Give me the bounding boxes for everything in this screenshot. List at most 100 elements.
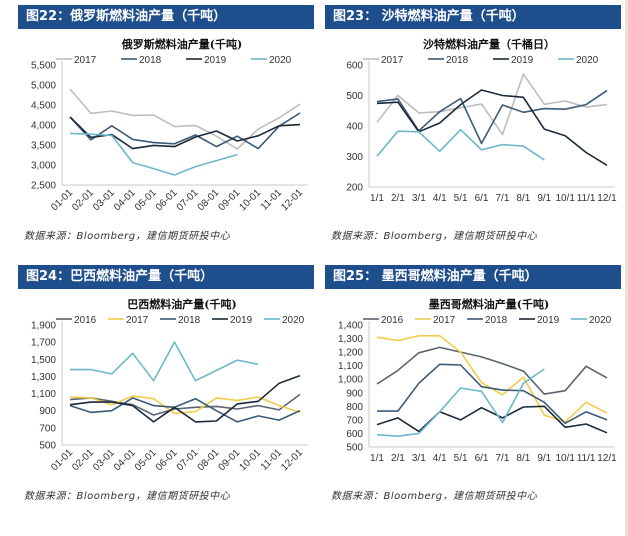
x-tick-label: 4/1 <box>433 453 447 464</box>
x-tick-label: 12-01 <box>279 187 305 213</box>
x-tick-label: 05-01 <box>133 447 159 473</box>
series-line-2017 <box>376 73 608 136</box>
x-tick-label: 09-01 <box>217 187 243 213</box>
series-line-2016 <box>376 346 608 395</box>
y-tick-label: 1,300 <box>338 334 363 345</box>
x-tick-label: 2/1 <box>391 453 405 464</box>
chart-title: 俄罗斯燃料油产量(千吨) <box>121 37 242 51</box>
series-line-2019 <box>69 374 301 423</box>
y-tick-label: 2,500 <box>31 181 56 192</box>
x-tick-label: 02-01 <box>70 447 96 473</box>
x-tick-label: 1/1 <box>370 453 384 464</box>
y-tick-label: 1,400 <box>338 321 363 332</box>
x-tick-label: 04-01 <box>112 187 138 213</box>
panel-russia: 图22：俄罗斯燃料油产量（千吨） 俄罗斯燃料油产量(千吨) 2017 2018 201… <box>18 5 314 255</box>
x-tick-label: 12-01 <box>279 447 305 473</box>
x-tick-label: 03-01 <box>91 187 117 213</box>
legend-label-2017: 2017 <box>433 315 456 326</box>
y-tick-label: 700 <box>39 423 56 434</box>
legend-label-2018: 2018 <box>485 315 508 326</box>
x-tick-label: 5/1 <box>454 453 468 464</box>
y-tick-label: 300 <box>346 152 363 163</box>
x-tick-label: 8/1 <box>516 453 530 464</box>
y-tick-label: 1,100 <box>31 389 56 400</box>
source-note: 数据来源：Bloomberg，建信期货研投中心 <box>24 231 231 242</box>
legend-label-2018: 2018 <box>446 55 469 66</box>
x-tick-label: 04-01 <box>112 447 138 473</box>
x-tick-label: 10/1 <box>555 193 575 204</box>
x-tick-label: 9/1 <box>537 193 551 204</box>
source-note: 数据来源：Bloomberg，建信期货研投中心 <box>331 231 538 242</box>
chart-title: 巴西燃料油产量(千吨) <box>127 297 236 311</box>
chart-title: 墨西哥燃料油产量(千吨) <box>429 297 549 311</box>
x-tick-label: 7/1 <box>496 453 510 464</box>
series-line-2018 <box>69 397 301 423</box>
y-tick-label: 500 <box>39 441 56 452</box>
y-tick-label: 1,200 <box>338 348 363 359</box>
source-note: 数据来源：Bloomberg，建信期货研投中心 <box>331 491 538 502</box>
panel-brazil: 图24：巴西燃料油产量（千吨） 巴西燃料油产量(千吨) 2016 2017 2018 2… <box>18 265 314 515</box>
x-tick-label: 9/1 <box>537 453 551 464</box>
y-tick-label: 5,500 <box>31 61 56 72</box>
x-tick-label: 5/1 <box>454 193 468 204</box>
y-tick-label: 1,300 <box>31 372 56 383</box>
mexico-chart: 墨西哥燃料油产量(千吨) 2016 2017 2018 2019 2020 500 600 70… <box>338 297 617 464</box>
legend-label-2018: 2018 <box>139 55 162 66</box>
figure-title: 图24：巴西燃料油产量（千吨） <box>18 265 314 289</box>
legend-label-2016: 2016 <box>381 315 404 326</box>
x-tick-label: 10-01 <box>237 447 263 473</box>
y-tick-label: 200 <box>346 183 363 194</box>
legend-label-2017: 2017 <box>381 55 404 66</box>
legend-label-2020: 2020 <box>269 55 292 66</box>
legend-label-2018: 2018 <box>178 315 201 326</box>
y-tick-label: 700 <box>346 415 363 426</box>
y-tick-label: 1,700 <box>31 338 56 349</box>
legend-label-2020: 2020 <box>282 315 305 326</box>
y-tick-label: 1,500 <box>31 355 56 366</box>
series-line-2020 <box>70 341 259 382</box>
x-tick-label: 07-01 <box>175 187 201 213</box>
series-line-2017 <box>376 335 608 423</box>
y-tick-label: 600 <box>346 429 363 440</box>
x-tick-label: 1/1 <box>370 193 384 204</box>
y-tick-label: 1,100 <box>338 361 363 372</box>
legend-label-2019: 2019 <box>230 315 253 326</box>
legend-label-2016: 2016 <box>74 315 97 326</box>
x-tick-label: 08-01 <box>196 187 222 213</box>
x-tick-label: 12/1 <box>597 193 617 204</box>
x-tick-label: 8/1 <box>516 193 530 204</box>
series-line-2018 <box>376 89 608 145</box>
figure-title: 图22：俄罗斯燃料油产量（千吨） <box>18 5 314 29</box>
x-tick-label: 06-01 <box>154 187 180 213</box>
y-tick-label: 900 <box>346 388 363 399</box>
x-tick-label: 10-01 <box>237 187 263 213</box>
legend-label-2019: 2019 <box>537 315 560 326</box>
x-tick-label: 11/1 <box>577 193 596 204</box>
x-tick-label: 11-01 <box>259 447 285 473</box>
x-tick-label: 4/1 <box>433 193 447 204</box>
x-tick-label: 02-01 <box>70 187 96 213</box>
x-tick-label: 12/1 <box>597 453 617 464</box>
y-tick-label: 3,500 <box>31 141 56 152</box>
series-line-2020 <box>376 368 545 437</box>
figure-title: 图25： 墨西哥燃料油产量（千吨） <box>325 265 621 289</box>
legend-label-2020: 2020 <box>589 315 612 326</box>
series-line-2018 <box>377 363 608 425</box>
legend-label-2019: 2019 <box>511 55 534 66</box>
legend-label-2017: 2017 <box>126 315 149 326</box>
x-tick-label: 3/1 <box>412 453 426 464</box>
panel-saudi: 图23： 沙特燃料油产量（千吨） 沙特燃料油产量（千桶日） 2017 2018 201… <box>325 5 621 255</box>
x-tick-label: 08-01 <box>196 447 222 473</box>
series-line-2019 <box>69 116 301 150</box>
russia-chart: 俄罗斯燃料油产量(千吨) 2017 2018 2019 2020 2,500 3,000 3,… <box>31 37 308 213</box>
x-tick-label: 09-01 <box>217 447 243 473</box>
figure-title: 图23： 沙特燃料油产量（千吨） <box>325 5 621 29</box>
brazil-chart: 巴西燃料油产量(千吨) 2016 2017 2018 2019 2020 500 700 900… <box>31 297 308 473</box>
series-line-2018 <box>69 112 301 150</box>
x-tick-label: 3/1 <box>412 193 426 204</box>
y-tick-label: 5,000 <box>31 81 56 92</box>
x-tick-label: 10/1 <box>555 453 575 464</box>
series-line-2019 <box>376 405 608 434</box>
legend-label-2020: 2020 <box>576 55 599 66</box>
series-line-2020 <box>69 132 238 176</box>
